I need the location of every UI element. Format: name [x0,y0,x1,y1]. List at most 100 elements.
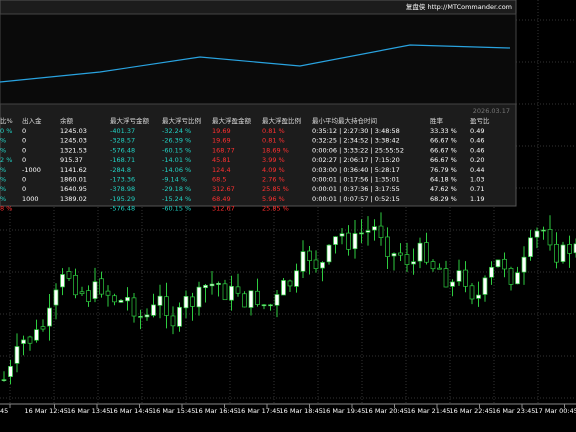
candle-body [294,270,299,287]
candle-body [92,281,98,299]
candle-body [177,306,182,327]
table-cell: 915.37 [60,156,83,164]
candle-body [60,274,65,288]
candle-body [554,243,559,263]
table-cell: 1000 [22,195,39,203]
candle-body [385,236,390,257]
table-cell: 0:00:01 | 0:17:56 | 1:35:01 [312,176,400,184]
candle-body [365,230,371,233]
candle-body [567,244,572,254]
table-cell: 1141.62 [60,166,87,174]
table-cell: 0.81 % [262,127,285,135]
table-cell: 1860.01 [60,176,87,184]
table-cell: 0 [22,146,26,154]
candle-body [541,229,546,232]
candle-body [495,259,501,268]
table-header: 最大浮亏比例 [162,116,201,125]
table-cell: -26.39 % [162,137,191,145]
table-cell: -195.29 [110,195,135,203]
candle-body [118,300,124,303]
candle-body [404,254,410,265]
table-cell: 2 % [0,156,12,164]
candle-body [320,262,325,269]
candle-body [417,242,423,262]
candle-body [21,339,26,344]
candle-body [8,366,13,377]
table-cell: 4.09 % [262,166,285,174]
table-cell: 0.49 [470,127,484,135]
candle-body [34,329,39,341]
candle-body [489,266,494,278]
table-cell: -60.15 % [162,146,191,154]
candle-body [437,267,442,270]
table-cell: 168.77 [212,146,235,154]
table-cell: % [0,166,6,174]
x-tick-label: 17 Mar 00:45 [535,407,576,415]
table-header: 最大浮盈金额 [212,116,252,125]
candle-body [326,244,332,263]
candle-body [73,274,78,296]
table-cell: -328.57 [110,137,135,145]
candle-body [99,278,104,295]
table-cell: -168.71 [110,156,135,164]
candle-body [502,258,507,270]
table-cell: -284.8 [110,166,131,174]
table-cell: % [0,176,6,184]
candle-body [287,280,293,287]
table-cell: -15.24 % [162,195,191,203]
candle-body [456,270,462,282]
candle-body [125,296,130,302]
table-cell: -173.36 [110,176,135,184]
table-cell: 0:02:27 | 2:06:17 | 7:15:20 [312,156,400,164]
table-cell: -401.37 [110,127,135,135]
candle-body [229,286,234,301]
candle-body [313,259,319,270]
candle-body [261,304,267,307]
table-cell: 0:00:06 | 3:33:22 | 25:55:52 [312,146,404,154]
table-cell: 5.96 % [262,195,285,203]
table-cell: 0.46 [470,137,484,145]
table-cell: -576.48 [110,146,135,154]
candle-body [528,237,533,257]
stats-table: 比% 出入金 余额 最大浮亏金额 最大浮亏比例 最大浮盈金额 最大浮盈比例 最小平均最大持仓时… [0,116,490,213]
candle-body [508,268,514,285]
table-cell: 1321.53 [60,146,87,154]
table-cell: 66.67 % [430,137,457,145]
x-tick-label: 16 Mar 22:45 [450,407,493,415]
table-cell: 0:03:00 | 0:36:40 | 5:28:17 [312,166,400,174]
candle-body [27,336,33,344]
table-cell: 64.18 % [430,176,457,184]
table-cell: -29.18 % [162,185,191,193]
table-cell: -14.01 % [162,156,191,164]
candle-body [216,282,221,285]
table-cell: 1.03 [470,176,484,184]
candle-body [53,289,59,306]
candle-body [274,294,280,306]
candle-body [307,250,312,261]
table-cell: 3.99 % [262,156,285,164]
candle-body [138,316,143,318]
candle-body [398,252,403,256]
candle-body [105,290,111,296]
candle-body [300,251,306,272]
table-cell: 19.69 [212,127,231,135]
table-cell: 0:00:01 | 0:37:36 | 3:17:55 [312,185,400,193]
candle-body [424,242,429,263]
x-tick-label: 16 Mar 21:45 [407,407,450,415]
table-cell: 47.62 % [430,185,457,193]
table-cell: 0.46 [470,146,484,154]
table-cell: 0.44 [470,166,484,174]
candle-body [79,291,85,294]
table-cell: 1640.95 [60,185,87,193]
x-axis: 45 16 Mar 12:45 16 Mar 13:45 16 Mar 14:45 16… [0,404,576,415]
candle-body [391,253,397,257]
candle-body [151,304,156,316]
x-tick-label: 16 Mar 15:45 [152,407,195,415]
candle-body [450,281,455,287]
table-cell: 0 [22,185,26,193]
candle-body [144,314,150,318]
candle-body [352,233,358,250]
candle-body [203,284,208,289]
x-tick-label: 16 Mar 19:45 [322,407,365,415]
